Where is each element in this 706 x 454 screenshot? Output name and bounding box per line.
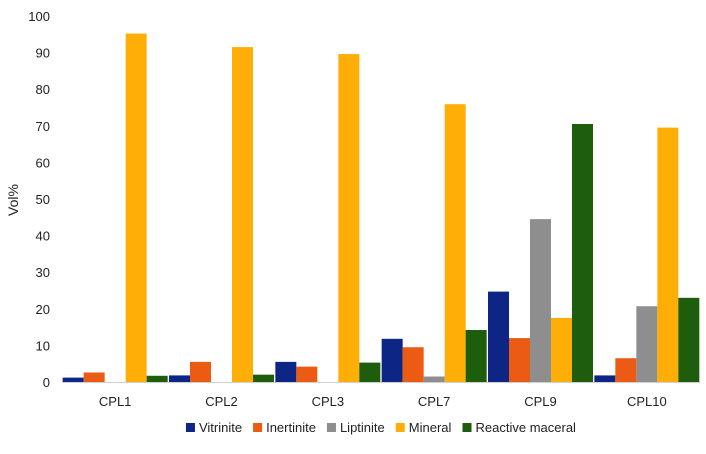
legend-swatch (185, 423, 195, 432)
bar-mineral-cpl7 (444, 104, 466, 383)
bar-inertinite-cpl2 (190, 361, 211, 382)
axis-layer: 0 10 20 30 40 50 60 70 80 90 100 CPL1 CPL2 CPL3 CPL7 CP… (28, 9, 700, 409)
y-tick-label: 10 (36, 338, 50, 353)
legend-label: Inertinite (266, 420, 316, 435)
y-tick-label: 20 (36, 302, 50, 317)
bar-layer (62, 33, 700, 383)
bar-vitrinite-cpl7 (381, 338, 403, 382)
legend-label: Reactive maceral (476, 420, 577, 435)
bar-reactive-maceral-cpl3 (359, 362, 381, 382)
y-tick-label: 0 (43, 375, 50, 390)
bar-inertinite-cpl10 (615, 358, 637, 382)
legend-label: Vitrinite (199, 420, 242, 435)
x-tick-label: CPL9 (524, 394, 557, 409)
legend-label: Liptinite (340, 420, 385, 435)
legend-item: Inertinite (253, 420, 316, 435)
legend-item: Vitrinite (185, 420, 242, 435)
legend-item: Mineral (395, 420, 452, 435)
y-tick-label: 100 (28, 9, 50, 24)
bar-liptinite-cpl9 (530, 219, 551, 382)
bar-mineral-cpl1 (125, 33, 147, 383)
y-tick-label: 90 (36, 46, 50, 61)
bar-vitrinite-cpl10 (594, 375, 616, 382)
bar-mineral-cpl10 (657, 127, 679, 382)
bar-reactive-maceral-cpl7 (465, 330, 487, 382)
bar-vitrinite-cpl2 (169, 375, 190, 382)
x-tick-label: CPL3 (312, 394, 345, 409)
legend-swatch (462, 423, 472, 432)
y-tick-label: 80 (36, 82, 50, 97)
bar-reactive-maceral-cpl1 (146, 375, 168, 382)
bar-mineral-cpl9 (551, 317, 572, 382)
legend-swatch (326, 423, 336, 432)
bar-reactive-maceral-cpl10 (678, 297, 700, 382)
bar-liptinite-cpl7 (423, 376, 445, 382)
x-tick-label: CPL7 (418, 394, 451, 409)
legend-swatch (253, 423, 263, 432)
bar-vitrinite-cpl1 (62, 377, 84, 382)
bar-inertinite-cpl9 (509, 338, 530, 382)
x-tick-label: CPL10 (627, 394, 667, 409)
bar-reactive-maceral-cpl2 (253, 374, 274, 382)
bar-vitrinite-cpl3 (275, 361, 297, 382)
legend-item: Liptinite (326, 420, 385, 435)
legend-item: Reactive maceral (462, 420, 577, 435)
y-tick-label: 50 (36, 192, 50, 207)
bar-inertinite-cpl7 (402, 347, 424, 382)
y-axis-title: Vol% (5, 184, 21, 216)
legend: Vitrinite Inertinite Liptinite Mineral React… (185, 420, 577, 435)
bar-mineral-cpl3 (338, 54, 360, 383)
bar-reactive-maceral-cpl9 (572, 123, 593, 382)
x-tick-label: CPL1 (99, 394, 132, 409)
y-tick-label: 30 (36, 265, 50, 280)
bar-inertinite-cpl1 (83, 372, 105, 382)
bar-vitrinite-cpl9 (488, 291, 509, 382)
bar-mineral-cpl2 (232, 47, 253, 383)
bar-liptinite-cpl10 (636, 306, 658, 382)
y-tick-label: 60 (36, 155, 50, 170)
legend-label: Mineral (409, 420, 452, 435)
y-tick-label: 70 (36, 119, 50, 134)
y-tick-label: 40 (36, 229, 50, 244)
legend-swatch (395, 423, 405, 432)
bar-inertinite-cpl3 (296, 366, 318, 382)
x-tick-label: CPL2 (205, 394, 238, 409)
